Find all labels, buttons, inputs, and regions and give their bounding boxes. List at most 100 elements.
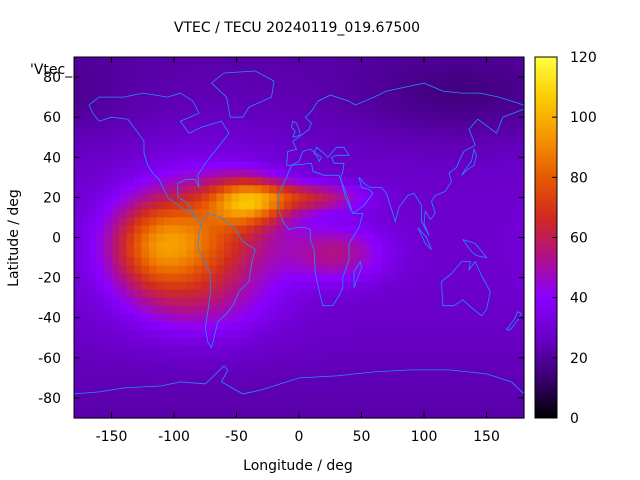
heatmap-cell — [314, 113, 323, 122]
heatmap-cell — [231, 265, 240, 275]
heatmap-cell — [471, 313, 480, 323]
heatmap-cell — [194, 121, 203, 130]
heatmap-cell — [509, 129, 518, 138]
heatmap-cell — [201, 297, 210, 307]
heatmap-cell — [239, 313, 248, 323]
heatmap-cell — [111, 409, 120, 419]
heatmap-cell — [501, 97, 510, 106]
heatmap-cell — [239, 201, 248, 211]
heatmap-cell — [494, 169, 503, 178]
heatmap-cell — [366, 409, 375, 419]
y-tick-label: 20 — [43, 190, 61, 206]
heatmap-cell — [306, 241, 315, 251]
heatmap-cell — [261, 297, 270, 307]
heatmap-cell — [479, 121, 488, 130]
heatmap-cell — [359, 193, 368, 202]
heatmap-cell — [471, 337, 480, 347]
heatmap-cell — [329, 201, 338, 211]
heatmap-cell — [404, 361, 413, 371]
heatmap-cell — [81, 297, 90, 307]
heatmap-cell — [81, 137, 90, 146]
heatmap-cell — [201, 241, 210, 251]
heatmap-cell — [96, 113, 105, 122]
heatmap-cell — [104, 113, 113, 122]
heatmap-cell — [291, 233, 300, 243]
heatmap-cell — [254, 105, 263, 114]
heatmap-cell — [381, 305, 390, 315]
heatmap-cell — [426, 257, 435, 267]
heatmap-cell — [149, 177, 158, 186]
heatmap-cell — [366, 177, 375, 186]
heatmap-cell — [209, 129, 218, 138]
heatmap-cell — [434, 73, 443, 82]
heatmap-cell — [344, 185, 353, 194]
heatmap-cell — [509, 361, 518, 371]
heatmap-cell — [246, 361, 255, 371]
heatmap-cell — [299, 73, 308, 82]
heatmap-cell — [261, 137, 270, 146]
heatmap-cell — [404, 297, 413, 307]
heatmap-cell — [419, 185, 428, 194]
heatmap-cell — [246, 153, 255, 162]
heatmap-cell — [501, 353, 510, 363]
heatmap-cell — [509, 137, 518, 146]
heatmap-cell — [89, 249, 98, 259]
heatmap-cell — [516, 297, 525, 307]
heatmap-cell — [224, 249, 233, 259]
heatmap-cell — [224, 81, 233, 90]
heatmap-cell — [299, 225, 308, 235]
heatmap-cell — [119, 225, 128, 235]
heatmap-cell — [126, 73, 135, 82]
heatmap-cell — [284, 121, 293, 130]
heatmap-cell — [374, 225, 383, 235]
heatmap-cell — [141, 321, 150, 331]
heatmap-cell — [74, 209, 83, 219]
heatmap-cell — [404, 113, 413, 122]
heatmap-cell — [456, 361, 465, 371]
heatmap-cell — [509, 297, 518, 307]
heatmap-cell — [269, 129, 278, 138]
heatmap-cell — [164, 257, 173, 267]
heatmap-cell — [201, 153, 210, 162]
heatmap-cell — [351, 233, 360, 243]
heatmap-cell — [74, 377, 83, 387]
heatmap-cell — [321, 201, 330, 211]
heatmap-cell — [89, 225, 98, 235]
heatmap-cell — [471, 145, 480, 154]
heatmap-cell — [126, 249, 135, 259]
heatmap-cell — [434, 241, 443, 251]
heatmap-cell — [314, 401, 323, 411]
heatmap-cell — [291, 153, 300, 162]
heatmap-cell — [284, 225, 293, 235]
heatmap-cell — [374, 321, 383, 331]
heatmap-cell — [336, 345, 345, 355]
heatmap-cell — [404, 409, 413, 419]
heatmap-cell — [179, 73, 188, 82]
heatmap-cell — [434, 145, 443, 154]
heatmap-cell — [411, 241, 420, 251]
heatmap-cell — [381, 369, 390, 379]
heatmap-cell — [464, 185, 473, 194]
heatmap-cell — [426, 289, 435, 299]
heatmap-cell — [306, 313, 315, 323]
heatmap-cell — [186, 361, 195, 371]
heatmap-cell — [456, 409, 465, 419]
heatmap-cell — [209, 257, 218, 267]
heatmap-cell — [104, 361, 113, 371]
colorbar-tick-label: 0 — [570, 411, 579, 427]
heatmap-cell — [396, 369, 405, 379]
heatmap-cell — [396, 57, 405, 66]
heatmap-cell — [246, 337, 255, 347]
heatmap-cell — [254, 201, 263, 211]
heatmap-cell — [231, 337, 240, 347]
heatmap-cell — [141, 353, 150, 363]
heatmap-cell — [471, 169, 480, 178]
heatmap-cell — [366, 273, 375, 283]
heatmap-cell — [201, 249, 210, 259]
heatmap-cell — [134, 329, 143, 339]
heatmap-cell — [141, 241, 150, 251]
heatmap-cell — [449, 113, 458, 122]
heatmap-cell — [224, 129, 233, 138]
heatmap-cell — [269, 233, 278, 243]
heatmap-cell — [179, 185, 188, 194]
